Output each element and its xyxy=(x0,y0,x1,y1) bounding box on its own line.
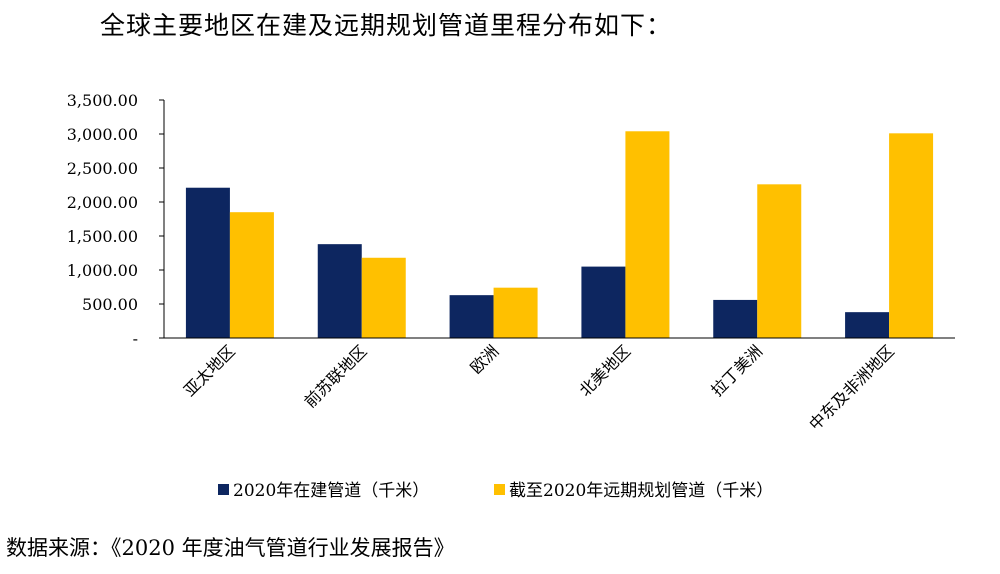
legend: 2020年在建管道（千米） 截至2020年远期规划管道（千米） xyxy=(218,481,773,501)
x-category-label: 前苏联地区 xyxy=(301,341,371,411)
y-tick-label: 1,000.00 xyxy=(67,261,138,280)
y-tick-label: 500.00 xyxy=(82,295,138,314)
bars xyxy=(185,131,934,338)
x-axis: 亚太地区 前苏联地区 欧洲 北美地区 拉丁美洲 中东及非洲地区 xyxy=(164,337,955,434)
legend-label: 2020年在建管道（千米） xyxy=(233,481,429,501)
y-tick-label: 3,000.00 xyxy=(67,125,138,144)
bar-2 xyxy=(757,184,802,338)
x-category-label: 北美地区 xyxy=(576,341,635,400)
y-tick-label: 3,500.00 xyxy=(67,91,138,110)
x-category-label: 拉丁美洲 xyxy=(707,341,766,400)
bar-2 xyxy=(889,133,934,338)
x-category-label: 中东及非洲地区 xyxy=(805,341,898,434)
legend-swatch xyxy=(494,484,505,495)
y-axis: - 500.00 1,000.00 1,500.00 2,000.00 2,500.00 3… xyxy=(67,91,165,348)
bar-2 xyxy=(361,257,406,338)
y-tick-label: 2,000.00 xyxy=(67,193,138,212)
page-heading: 全球主要地区在建及远期规划管道里程分布如下： xyxy=(100,11,673,40)
legend-label: 截至2020年远期规划管道（千米） xyxy=(509,481,773,501)
data-source-note: 数据来源：《2020 年度油气管道行业发展报告》 xyxy=(6,536,455,560)
y-tick-label: 1,500.00 xyxy=(67,227,138,246)
bar-2 xyxy=(625,131,670,338)
bar-1 xyxy=(845,312,890,338)
y-tick-label: - xyxy=(133,329,138,348)
bar-2 xyxy=(493,287,538,338)
x-category-label: 亚太地区 xyxy=(180,341,239,400)
y-tick-label: 2,500.00 xyxy=(67,159,138,178)
bar-1 xyxy=(185,187,230,338)
x-category-label: 欧洲 xyxy=(466,341,502,377)
bar-1 xyxy=(317,244,362,338)
legend-swatch xyxy=(218,484,229,495)
bar-1 xyxy=(713,299,758,338)
bar-1 xyxy=(449,295,494,338)
bar-1 xyxy=(581,266,626,338)
bar-2 xyxy=(229,212,274,338)
